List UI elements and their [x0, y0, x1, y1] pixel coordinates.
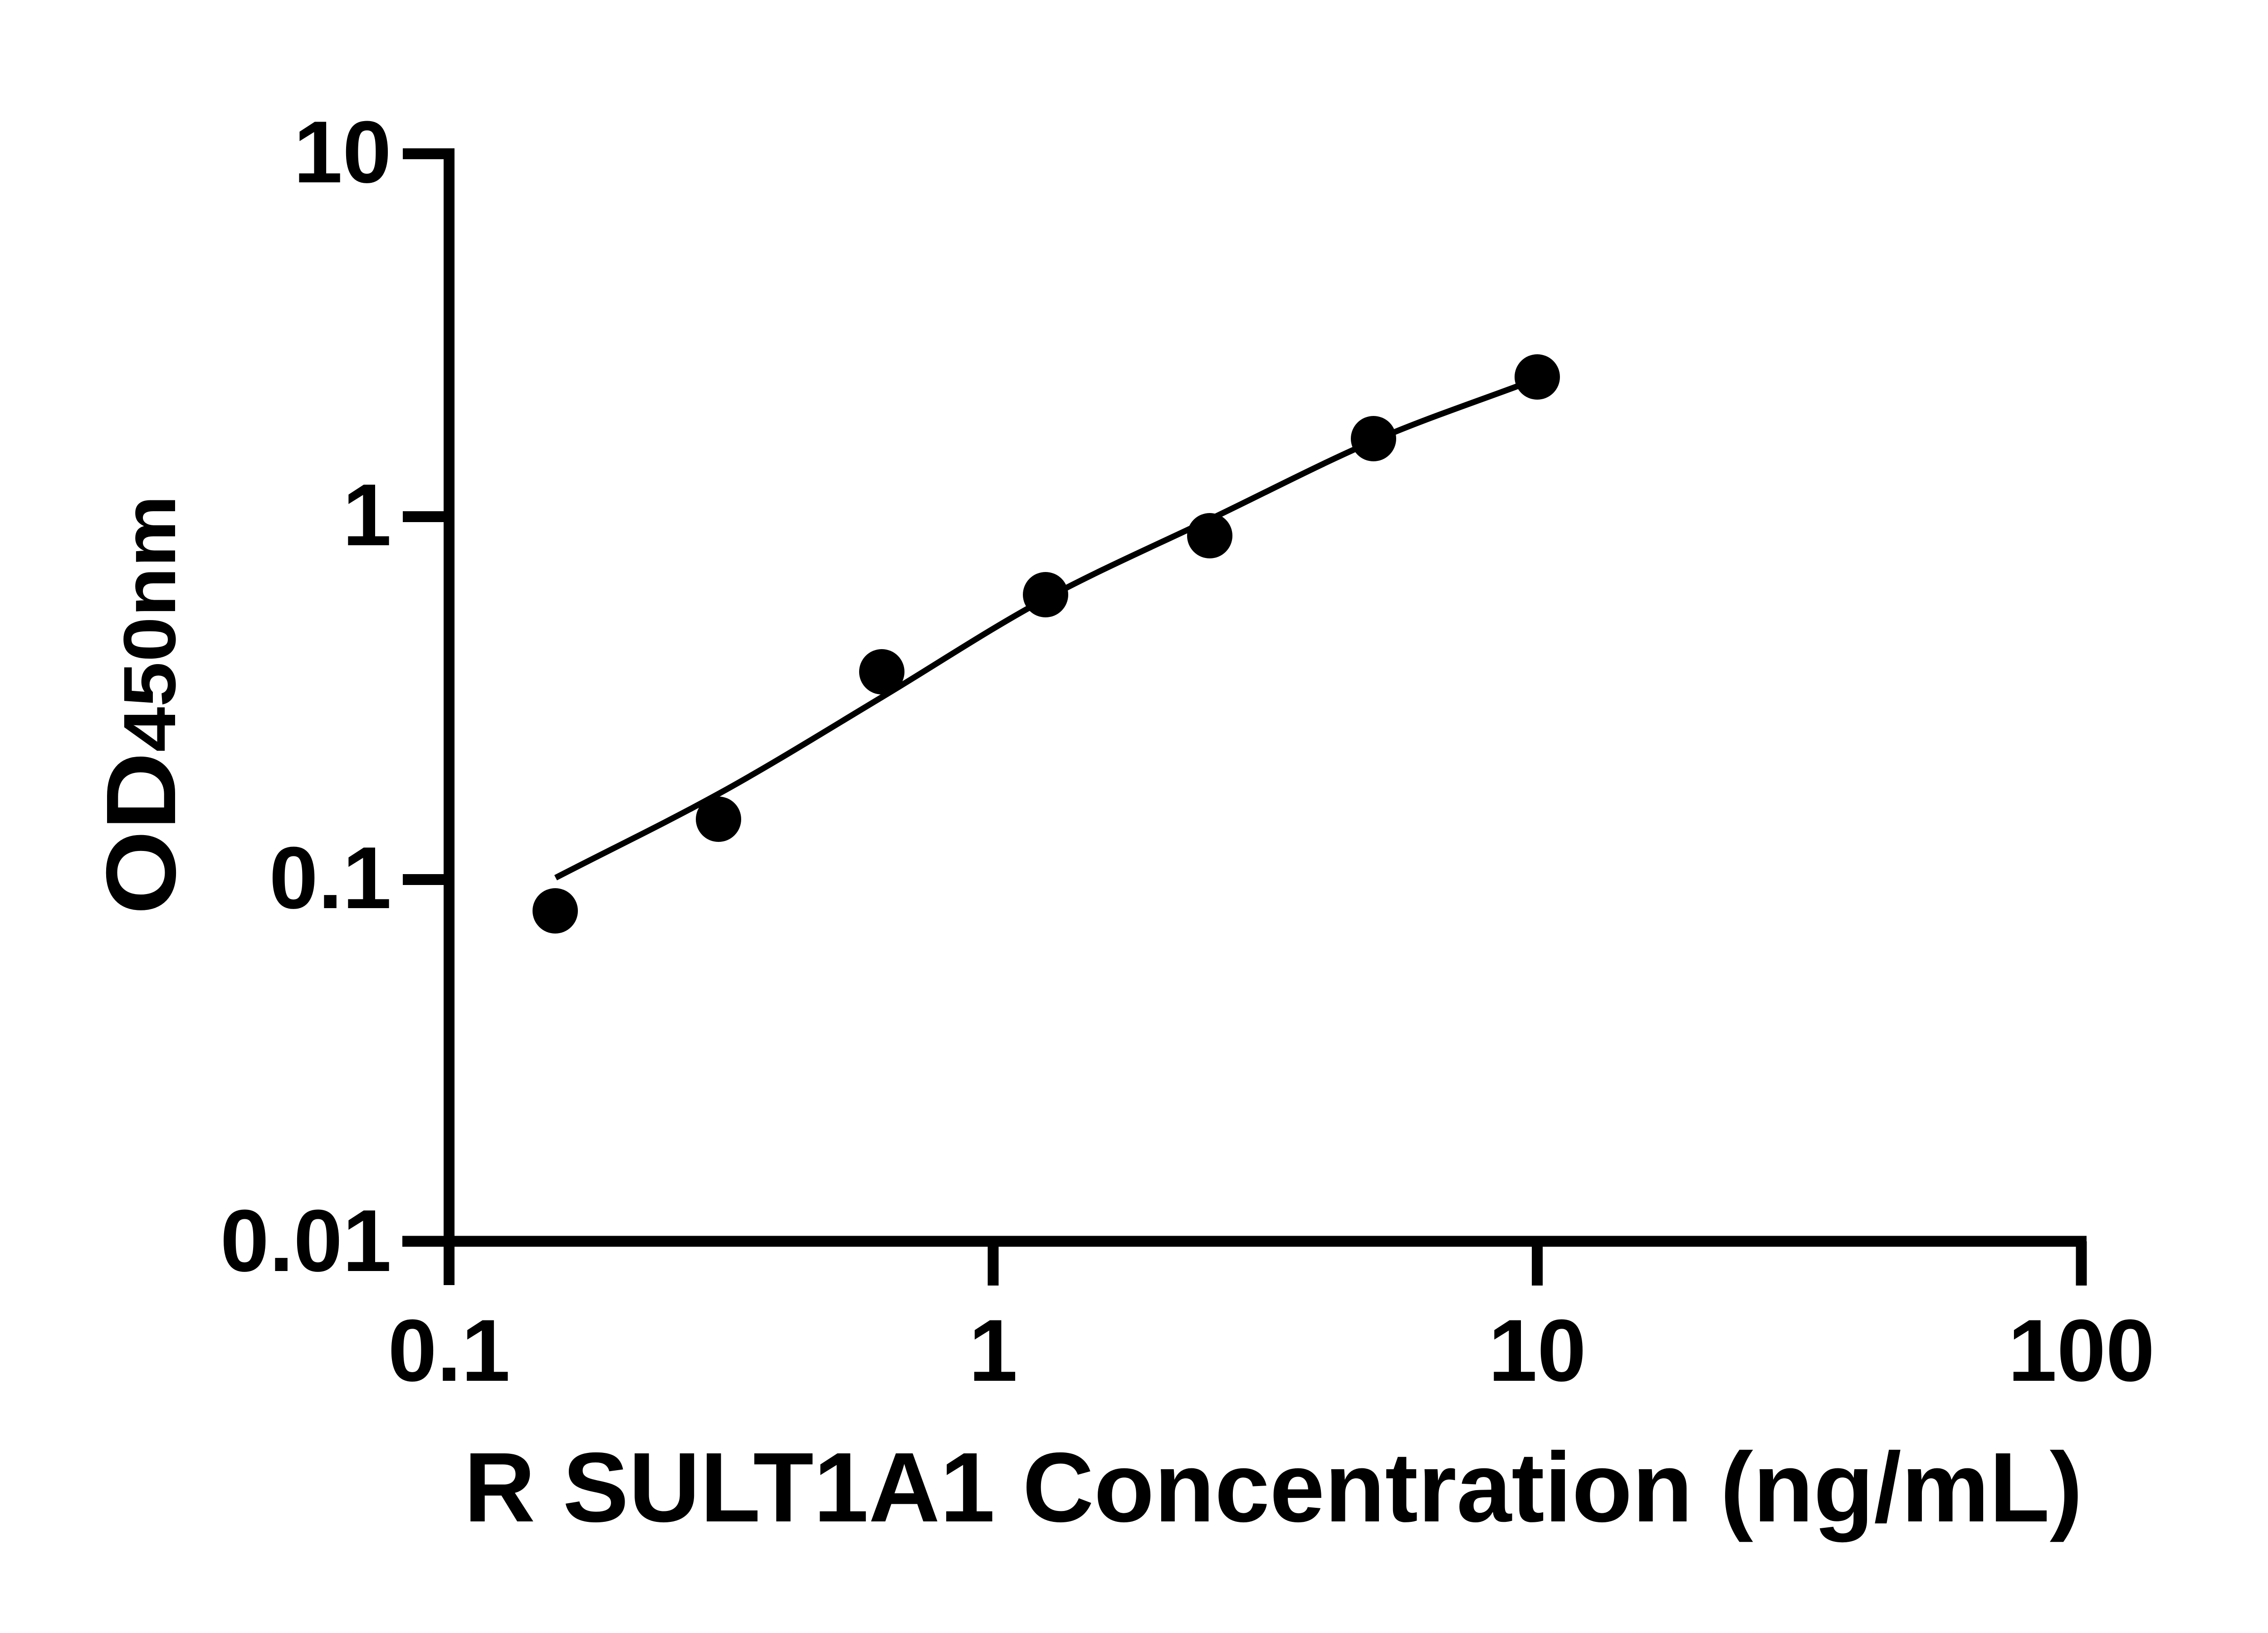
svg-text:R SULT1A1 Concentration (ng/mL: R SULT1A1 Concentration (ng/mL) [464, 1433, 2083, 1543]
svg-text:1: 1 [342, 466, 391, 564]
svg-text:0.1: 0.1 [269, 829, 391, 927]
svg-text:100: 100 [2008, 1301, 2155, 1400]
svg-text:10: 10 [293, 103, 391, 201]
svg-text:1: 1 [969, 1301, 1018, 1400]
svg-text:0.01: 0.01 [220, 1192, 391, 1290]
svg-text:0.1: 0.1 [388, 1301, 510, 1400]
svg-text:10: 10 [1488, 1301, 1586, 1400]
